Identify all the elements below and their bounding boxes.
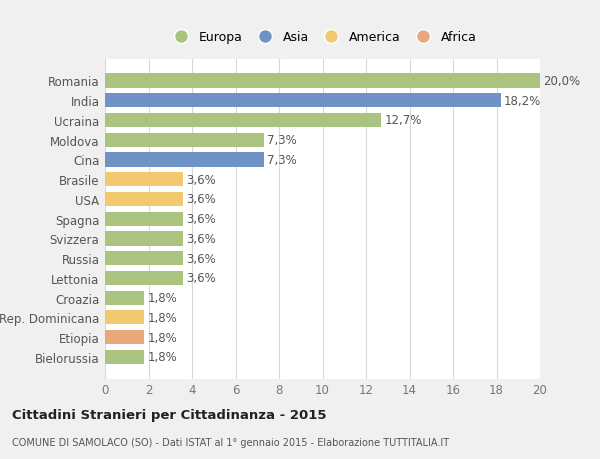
- Text: 3,6%: 3,6%: [187, 174, 217, 186]
- Bar: [105, 94, 501, 108]
- Text: 20,0%: 20,0%: [543, 75, 580, 88]
- Text: Cittadini Stranieri per Cittadinanza - 2015: Cittadini Stranieri per Cittadinanza - 2…: [12, 408, 326, 421]
- Bar: [105, 271, 184, 285]
- Bar: [105, 153, 264, 167]
- Text: 18,2%: 18,2%: [504, 95, 541, 107]
- Bar: [105, 311, 144, 325]
- Bar: [105, 192, 184, 207]
- Bar: [105, 350, 144, 364]
- Text: 1,8%: 1,8%: [148, 291, 177, 304]
- Bar: [105, 291, 144, 305]
- Text: 3,6%: 3,6%: [187, 252, 217, 265]
- Text: 3,6%: 3,6%: [187, 272, 217, 285]
- Text: 1,8%: 1,8%: [148, 351, 177, 364]
- Bar: [105, 173, 184, 187]
- Bar: [105, 232, 184, 246]
- Text: 1,8%: 1,8%: [148, 331, 177, 344]
- Text: 3,6%: 3,6%: [187, 232, 217, 246]
- Text: 12,7%: 12,7%: [385, 114, 422, 127]
- Text: COMUNE DI SAMOLACO (SO) - Dati ISTAT al 1° gennaio 2015 - Elaborazione TUTTITALI: COMUNE DI SAMOLACO (SO) - Dati ISTAT al …: [12, 437, 449, 447]
- Text: 3,6%: 3,6%: [187, 213, 217, 226]
- Legend: Europa, Asia, America, Africa: Europa, Asia, America, Africa: [165, 28, 480, 48]
- Bar: [105, 330, 144, 344]
- Bar: [105, 212, 184, 226]
- Bar: [105, 113, 381, 128]
- Text: 3,6%: 3,6%: [187, 193, 217, 206]
- Text: 7,3%: 7,3%: [267, 154, 297, 167]
- Bar: [105, 74, 540, 88]
- Text: 7,3%: 7,3%: [267, 134, 297, 147]
- Text: 1,8%: 1,8%: [148, 311, 177, 324]
- Bar: [105, 252, 184, 266]
- Bar: [105, 133, 264, 147]
